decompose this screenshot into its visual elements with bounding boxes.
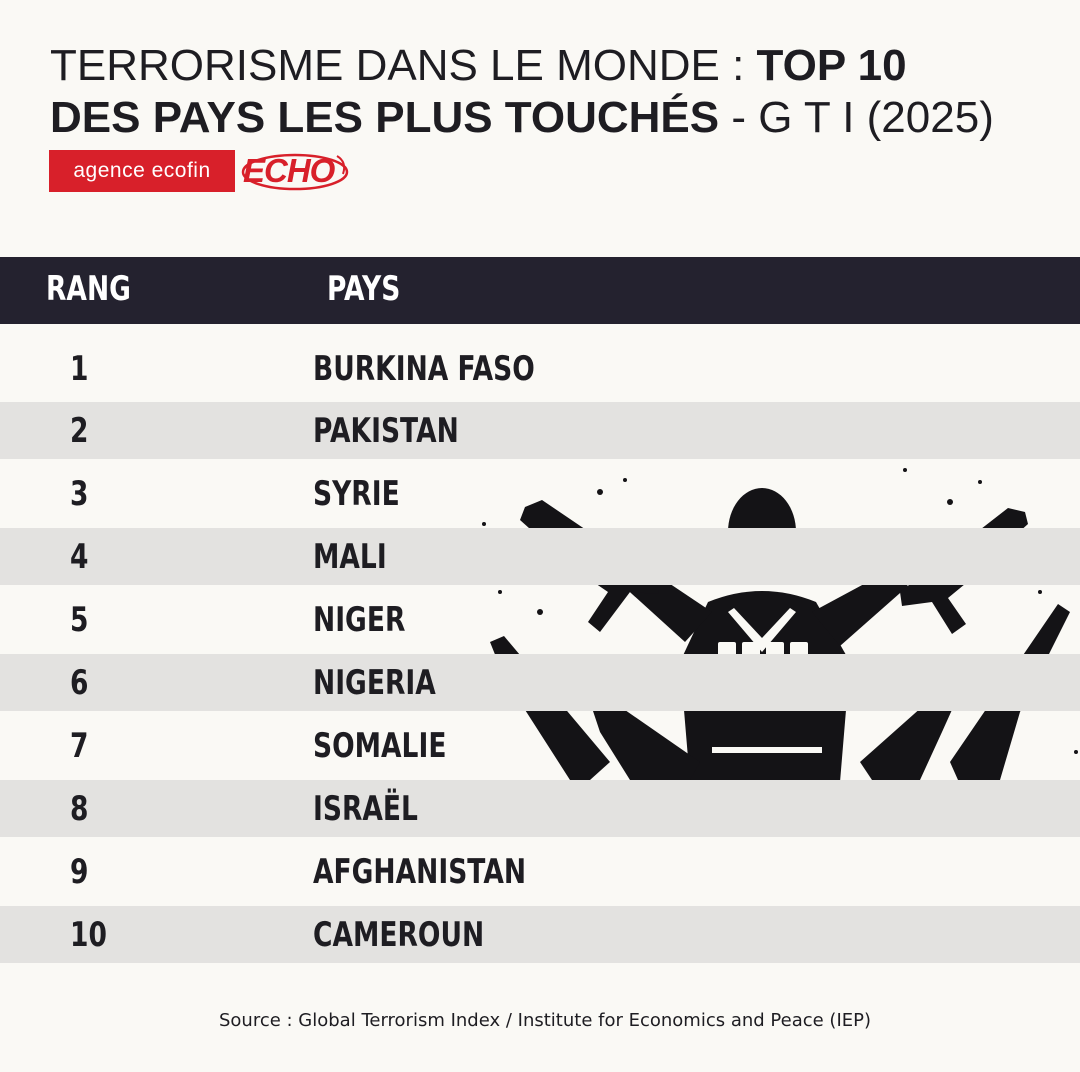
- agence-ecofin-logo: agence ecofin: [49, 150, 235, 192]
- table-row: 7 SOMALIE: [0, 717, 1080, 774]
- row-rank: 1: [70, 349, 89, 389]
- table-row: 1 BURKINA FASO: [0, 340, 1080, 397]
- row-country: AFGHANISTAN: [313, 852, 527, 892]
- row-country: SOMALIE: [313, 726, 447, 766]
- row-country: MALI: [313, 537, 387, 577]
- header-rank: RANG: [46, 269, 131, 309]
- echo-logo: ECHO: [239, 150, 359, 192]
- header-country: PAYS: [327, 269, 401, 309]
- row-country: NIGERIA: [313, 663, 436, 703]
- echo-logo-text: ECHO: [243, 152, 335, 189]
- table-header: RANG PAYS: [0, 257, 1080, 324]
- row-country: NIGER: [313, 600, 406, 640]
- row-country: ISRAËL: [313, 789, 418, 829]
- table-row: 2 PAKISTAN: [0, 402, 1080, 459]
- table-row: 4 MALI: [0, 528, 1080, 585]
- table-row: 8 ISRAËL: [0, 780, 1080, 837]
- source-note: Source : Global Terrorism Index / Instit…: [218, 1010, 872, 1031]
- table-row: 6 NIGERIA: [0, 654, 1080, 711]
- table-row: 9 AFGHANISTAN: [0, 843, 1080, 900]
- row-rank: 2: [70, 411, 89, 451]
- row-rank: 9: [70, 852, 89, 892]
- logo-bar: agence ecofin ECHO: [49, 150, 359, 192]
- table-row: 5 NIGER: [0, 591, 1080, 648]
- row-rank: 5: [70, 600, 89, 640]
- title-part3: DES PAYS LES PLUS TOUCHÉS: [50, 93, 720, 142]
- row-country: CAMEROUN: [313, 915, 485, 955]
- table-row: 3 SYRIE: [0, 465, 1080, 522]
- row-rank: 10: [70, 915, 107, 955]
- row-rank: 8: [70, 789, 89, 829]
- row-rank: 7: [70, 726, 89, 766]
- title-part4: - G T I (2025): [719, 93, 994, 142]
- row-country: BURKINA FASO: [313, 349, 535, 389]
- row-country: PAKISTAN: [313, 411, 459, 451]
- row-rank: 6: [70, 663, 89, 703]
- row-rank: 3: [70, 474, 89, 514]
- row-rank: 4: [70, 537, 89, 577]
- title-part1: TERRORISME DANS LE MONDE :: [50, 41, 757, 90]
- echo-ring-icon: [241, 153, 349, 191]
- table-row: 10 CAMEROUN: [0, 906, 1080, 963]
- page-title: TERRORISME DANS LE MONDE : TOP 10 DES PA…: [50, 40, 1060, 144]
- title-part2: TOP 10: [756, 41, 907, 90]
- row-country: SYRIE: [313, 474, 400, 514]
